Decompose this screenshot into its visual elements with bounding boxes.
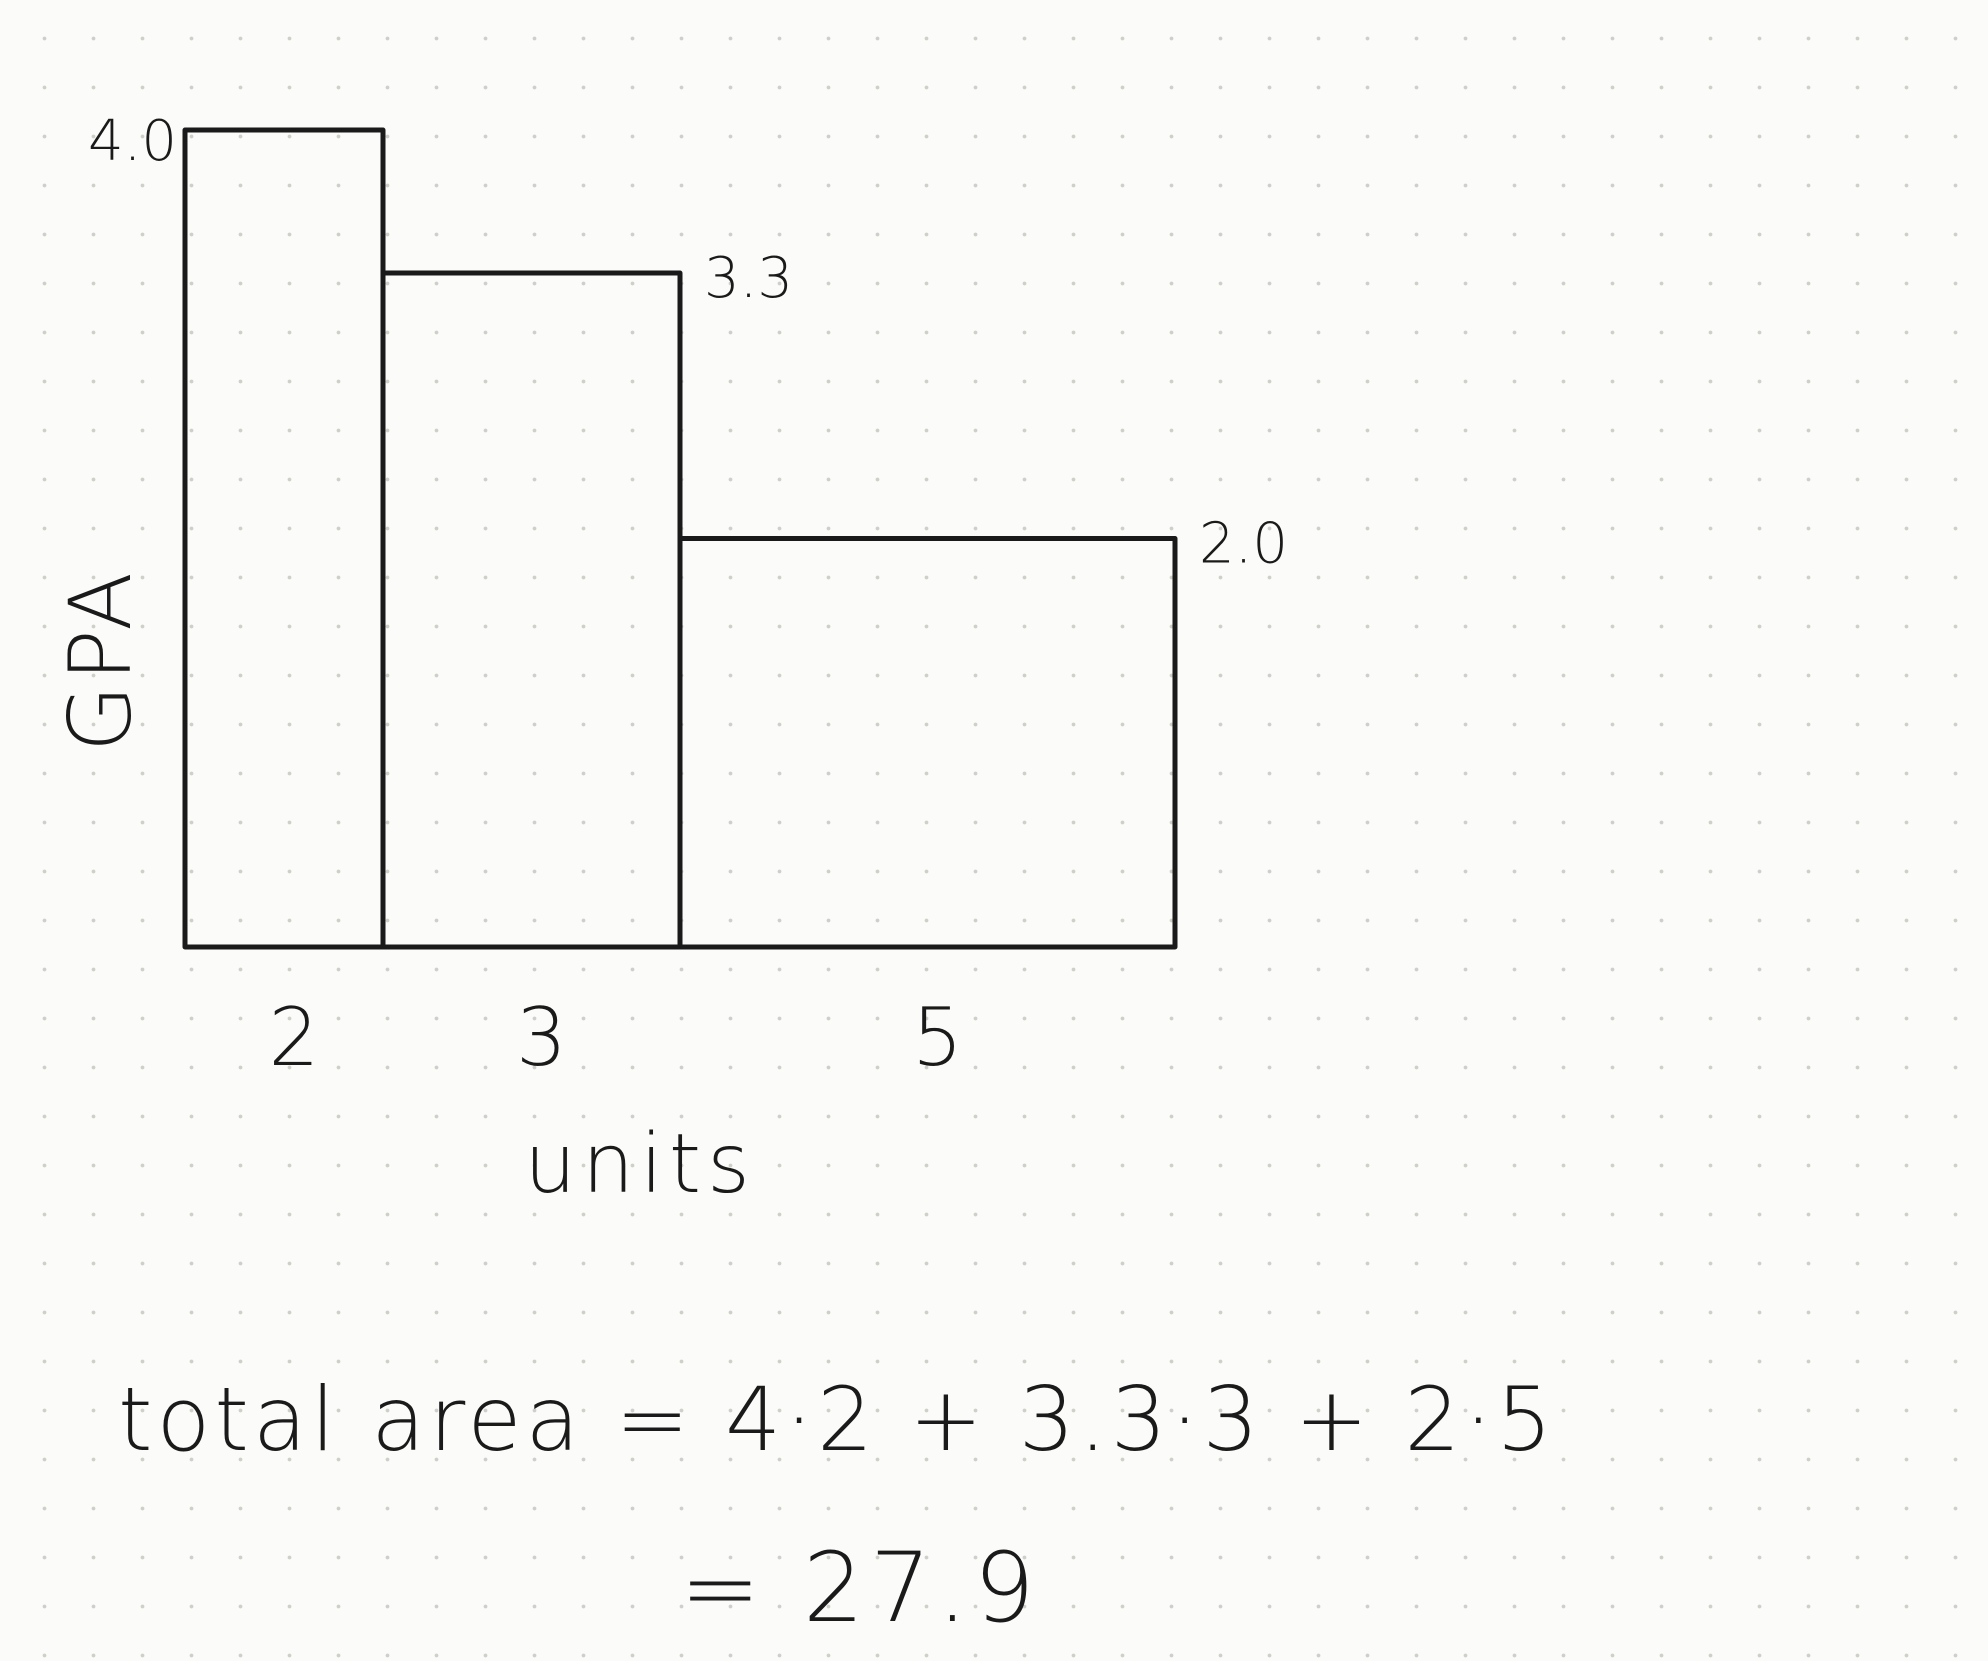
value-label-2: 3.3 <box>704 246 793 311</box>
x-tick-label-3: 5 <box>912 991 963 1084</box>
x-axis-label: units <box>524 1117 756 1212</box>
total-area-formula: total area = 4·2 + 3.3·3 + 2·5 <box>118 1368 1557 1471</box>
labels-layer: 2 4.0 3 3.3 5 2.0 <box>88 109 1288 1084</box>
bar-2 <box>380 270 683 950</box>
x-tick-label-1: 2 <box>269 991 320 1084</box>
value-label-1: 4.0 <box>88 109 177 174</box>
value-label-3: 2.0 <box>1199 512 1288 577</box>
x-tick-label-2: 3 <box>516 991 567 1084</box>
bar-1 <box>182 127 386 950</box>
y-axis-label: GPA <box>51 568 151 752</box>
bar-3 <box>677 536 1178 950</box>
bars-layer <box>182 127 1178 950</box>
total-area-result: = 27.9 <box>680 1532 1041 1644</box>
